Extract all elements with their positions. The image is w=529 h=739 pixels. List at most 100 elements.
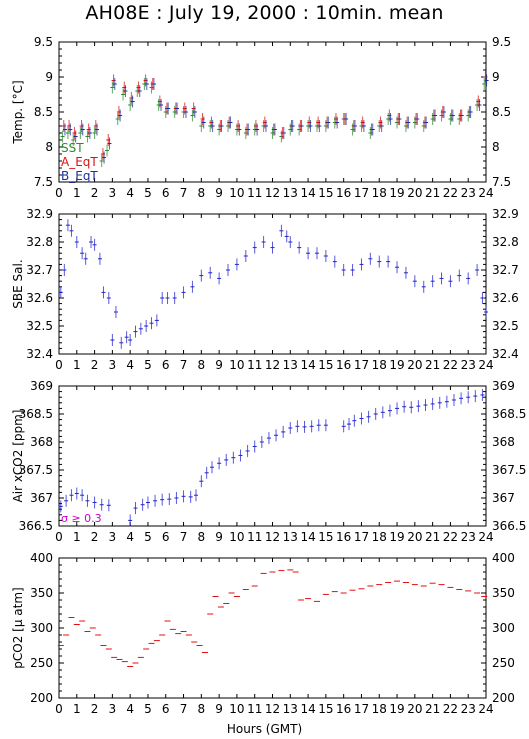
data-point xyxy=(484,74,489,87)
y-tick-label-right: 367 xyxy=(492,491,515,505)
data-point xyxy=(159,99,164,111)
x-tick-label: 0 xyxy=(55,358,63,372)
x-tick-label: 15 xyxy=(318,358,333,372)
data-point xyxy=(264,120,269,132)
data-point xyxy=(281,425,286,438)
data-point xyxy=(110,81,115,94)
data-point xyxy=(450,109,455,122)
data-point xyxy=(326,116,331,129)
y-tick-label-left: 8 xyxy=(45,140,53,154)
data-point xyxy=(133,325,138,338)
x-tick-label: 10 xyxy=(229,702,244,716)
data-point xyxy=(73,130,78,143)
y-axis-label: pCO2 [μ atm] xyxy=(11,587,25,668)
y-tick-label-left: 32.7 xyxy=(26,263,53,277)
data-point xyxy=(97,252,102,265)
x-tick-label: 14 xyxy=(300,186,315,200)
x-tick-label: 23 xyxy=(461,530,476,544)
data-point xyxy=(323,419,328,432)
x-tick-label: 17 xyxy=(354,358,369,372)
data-point xyxy=(105,144,110,157)
data-point xyxy=(246,123,251,136)
x-tick-label: 21 xyxy=(425,186,440,200)
x-tick-label: 12 xyxy=(265,702,280,716)
x-tick-label: 3 xyxy=(109,530,117,544)
x-tick-label: 12 xyxy=(265,530,280,544)
data-point xyxy=(416,400,421,413)
data-point xyxy=(234,258,239,271)
data-point xyxy=(181,286,186,299)
y-tick-label-left: 350 xyxy=(30,586,53,600)
y-tick-label-left: 32.5 xyxy=(26,319,53,333)
x-tick-label: 6 xyxy=(162,358,170,372)
data-point xyxy=(243,250,248,262)
data-point xyxy=(175,102,180,115)
x-tick-label: 24 xyxy=(478,358,493,372)
data-point xyxy=(441,106,446,118)
x-tick-label: 9 xyxy=(215,702,223,716)
data-point xyxy=(323,250,328,262)
data-point xyxy=(107,137,112,150)
data-point xyxy=(224,453,229,466)
x-tick-label: 16 xyxy=(336,186,351,200)
data-point xyxy=(451,394,456,406)
x-tick-label: 6 xyxy=(162,186,170,200)
x-tick-label: 20 xyxy=(407,530,422,544)
data-point xyxy=(409,401,414,414)
x-tick-label: 22 xyxy=(443,186,458,200)
data-point xyxy=(297,241,302,254)
chart-title: AH08E : July 19, 2000 : 10min. mean xyxy=(85,2,444,24)
data-point xyxy=(306,247,311,260)
x-tick-label: 20 xyxy=(407,186,422,200)
data-point xyxy=(92,238,97,251)
x-tick-label: 11 xyxy=(247,530,262,544)
y-tick-label-right: 250 xyxy=(492,656,515,670)
data-point xyxy=(359,258,364,271)
x-tick-label: 24 xyxy=(478,186,493,200)
x-tick-label: 5 xyxy=(144,358,152,372)
x-tick-label: 2 xyxy=(91,186,99,200)
data-point xyxy=(94,123,99,136)
data-point xyxy=(68,123,73,136)
x-tick-label: 10 xyxy=(229,358,244,372)
data-point xyxy=(368,252,373,265)
data-point xyxy=(480,388,485,401)
data-point xyxy=(65,127,70,139)
data-point xyxy=(124,331,129,344)
x-tick-label: 3 xyxy=(109,186,117,200)
data-point xyxy=(439,272,444,285)
x-tick-label: 7 xyxy=(180,358,188,372)
data-point xyxy=(421,280,426,293)
data-point xyxy=(193,489,198,502)
data-point xyxy=(106,499,111,512)
data-point xyxy=(231,451,236,464)
data-point xyxy=(183,106,188,118)
x-tick-label: 7 xyxy=(180,702,188,716)
x-tick-label: 4 xyxy=(126,702,134,716)
data-point xyxy=(406,116,411,129)
data-point xyxy=(60,130,65,143)
x-tick-label: 14 xyxy=(300,358,315,372)
data-point xyxy=(272,123,277,136)
data-point xyxy=(366,410,371,423)
data-point xyxy=(92,127,97,139)
data-point xyxy=(62,264,67,276)
x-tick-label: 9 xyxy=(215,358,223,372)
data-point xyxy=(361,120,366,132)
y-tick-label-left: 32.8 xyxy=(26,235,53,249)
data-point xyxy=(167,493,172,506)
x-tick-label: 14 xyxy=(300,530,315,544)
data-point xyxy=(174,492,179,504)
y-tick-label-right: 200 xyxy=(492,691,515,705)
data-point xyxy=(165,292,170,304)
x-tick-label: 3 xyxy=(109,702,117,716)
data-point xyxy=(480,292,485,304)
data-point xyxy=(402,400,407,413)
data-point xyxy=(144,78,149,90)
y-tick-label-left: 369 xyxy=(30,379,53,393)
data-point xyxy=(110,334,115,346)
data-point xyxy=(352,414,357,427)
data-point xyxy=(199,120,204,132)
data-point xyxy=(288,236,293,248)
